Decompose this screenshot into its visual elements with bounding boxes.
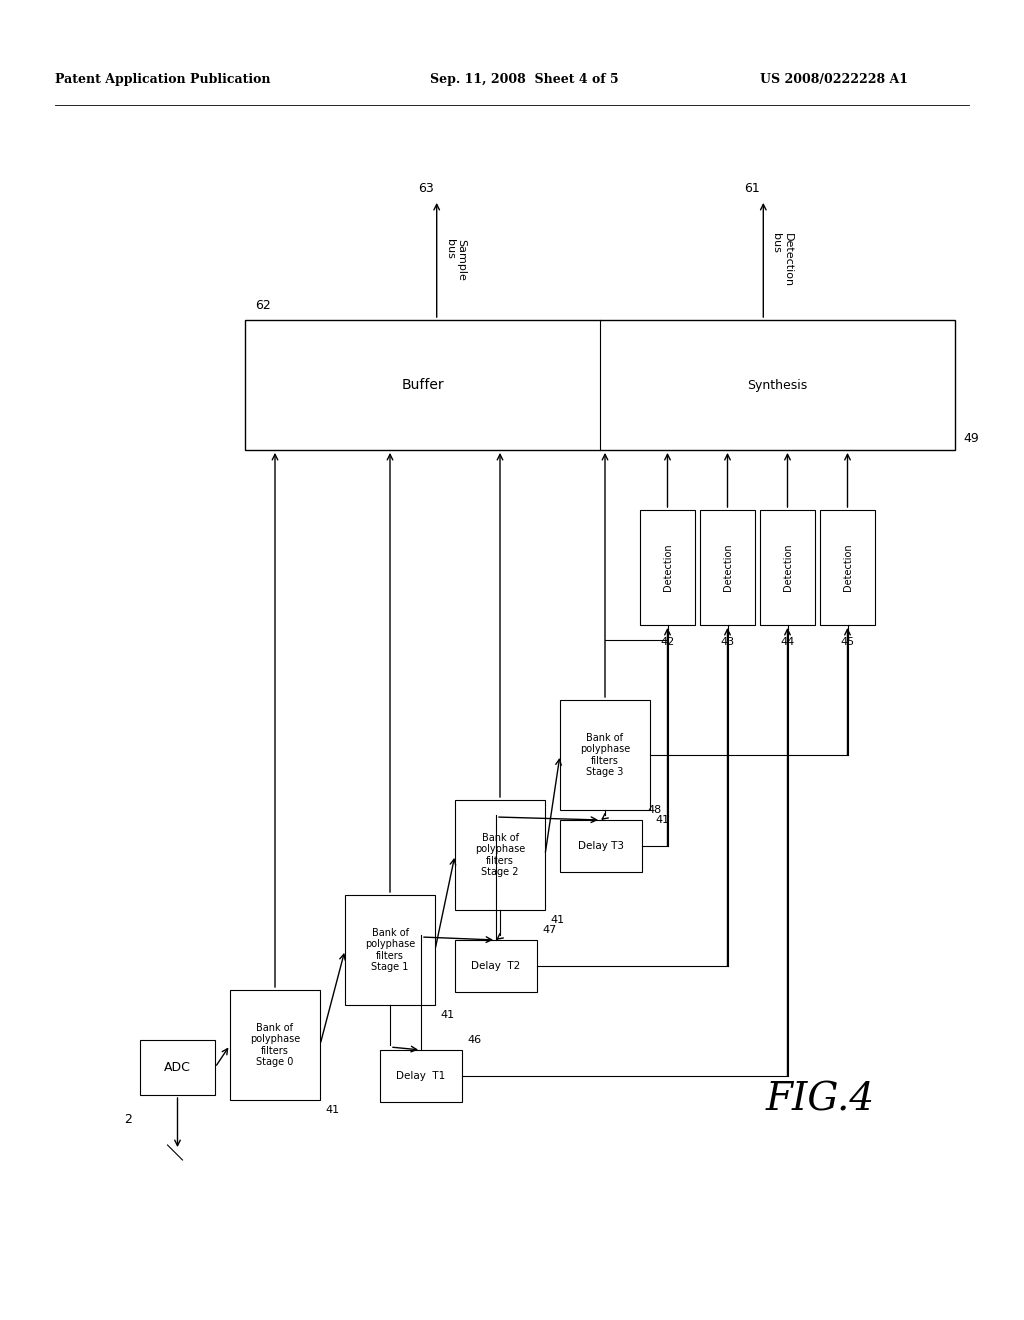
Text: Buffer: Buffer [401, 378, 443, 392]
Text: Sample
bus: Sample bus [444, 239, 466, 281]
Bar [230, 990, 319, 1100]
Text: Bank of
polyphase
filters
Stage 2: Bank of polyphase filters Stage 2 [475, 833, 525, 878]
Text: 62: 62 [255, 300, 270, 312]
Text: 2: 2 [124, 1113, 132, 1126]
Text: 45: 45 [841, 638, 855, 647]
Bar [140, 1040, 215, 1096]
Text: Detection: Detection [843, 544, 853, 591]
Bar [455, 940, 537, 993]
Text: Sep. 11, 2008  Sheet 4 of 5: Sep. 11, 2008 Sheet 4 of 5 [430, 74, 618, 87]
Text: Detection: Detection [723, 544, 732, 591]
Text: Bank of
polyphase
filters
Stage 3: Bank of polyphase filters Stage 3 [580, 733, 630, 777]
Bar [640, 510, 695, 624]
Text: 41: 41 [655, 814, 669, 825]
Text: 44: 44 [780, 638, 795, 647]
Bar [560, 700, 650, 810]
Text: Patent Application Publication: Patent Application Publication [55, 74, 270, 87]
Text: 63: 63 [418, 182, 434, 195]
Text: 46: 46 [467, 1035, 481, 1045]
Bar [760, 510, 815, 624]
Text: Bank of
polyphase
filters
Stage 1: Bank of polyphase filters Stage 1 [365, 928, 415, 973]
Bar [380, 1049, 462, 1102]
Text: ADC: ADC [164, 1061, 190, 1074]
Text: FIG.4: FIG.4 [765, 1081, 874, 1118]
Bar [455, 800, 545, 909]
Text: Delay T3: Delay T3 [578, 841, 624, 851]
Bar [700, 510, 755, 624]
Text: 49: 49 [963, 432, 979, 445]
Text: 41: 41 [440, 1010, 454, 1020]
Text: 47: 47 [542, 925, 556, 935]
Text: 41: 41 [550, 915, 564, 925]
Text: 41: 41 [325, 1105, 339, 1115]
Text: Delay  T1: Delay T1 [396, 1071, 445, 1081]
Text: 48: 48 [647, 805, 662, 814]
Text: US 2008/0222228 A1: US 2008/0222228 A1 [760, 74, 908, 87]
Text: 42: 42 [660, 638, 675, 647]
Text: Detection
bus: Detection bus [771, 232, 793, 286]
Bar [820, 510, 874, 624]
Text: 61: 61 [744, 182, 760, 195]
Text: Detection: Detection [663, 544, 673, 591]
Text: Synthesis: Synthesis [748, 379, 808, 392]
Text: 43: 43 [721, 638, 734, 647]
Text: Detection: Detection [782, 544, 793, 591]
Bar [245, 319, 955, 450]
Bar [345, 895, 435, 1005]
Text: Delay  T2: Delay T2 [471, 961, 520, 972]
Text: Bank of
polyphase
filters
Stage 0: Bank of polyphase filters Stage 0 [250, 1023, 300, 1068]
Bar [560, 820, 642, 873]
